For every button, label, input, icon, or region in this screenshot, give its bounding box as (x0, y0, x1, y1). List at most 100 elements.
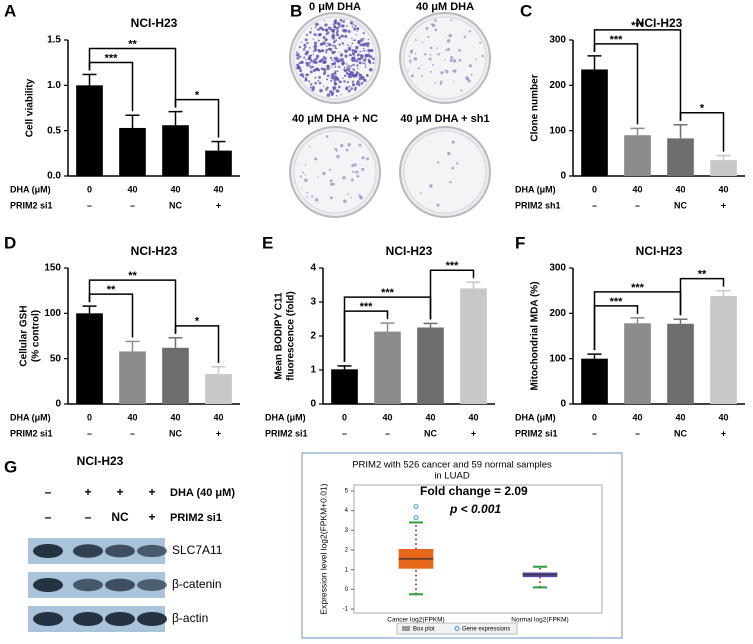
colony (430, 23, 434, 26)
legend-label: Gene expressions (462, 627, 510, 633)
plate-inner (403, 130, 487, 214)
colony (429, 53, 432, 56)
row-label: DHA (μM) (515, 412, 556, 422)
colony (311, 65, 315, 69)
colony (436, 47, 438, 49)
colony (326, 86, 329, 89)
colony (468, 64, 472, 68)
colony (325, 88, 328, 91)
colony (332, 61, 337, 65)
colony (297, 66, 301, 69)
colony (355, 34, 358, 36)
colony (337, 85, 341, 89)
colony (321, 28, 325, 31)
colony (328, 47, 333, 52)
colony (309, 58, 312, 61)
colony (458, 59, 462, 62)
colony (451, 166, 455, 170)
colony (424, 53, 427, 56)
colony (320, 67, 324, 71)
colony (356, 80, 360, 84)
colony (325, 33, 328, 36)
chart-title: PRIM2 with 526 cancer and 59 normal samp… (352, 460, 552, 471)
colony (366, 45, 370, 48)
y-tick-label: 2 (345, 548, 349, 554)
y-axis-label: Cellular GSH (19, 305, 30, 366)
colony (345, 86, 348, 89)
colony (336, 30, 339, 33)
colony (315, 54, 320, 59)
colony (340, 57, 344, 62)
colony (302, 171, 304, 174)
panel-label: A (4, 1, 16, 20)
colony (331, 50, 335, 54)
band (73, 578, 103, 592)
colony (409, 61, 412, 64)
colony (322, 41, 326, 45)
significance-label: *** (610, 296, 624, 308)
colony (372, 62, 375, 65)
colony (319, 88, 323, 93)
colony (434, 28, 438, 32)
band-label: β-catenin (172, 577, 222, 591)
significance-bracket: * (174, 90, 220, 138)
plate-caption: 40 μM DHA + NC (292, 113, 378, 125)
legend-frame (396, 622, 518, 635)
row-label: DHA (μM) (515, 184, 556, 194)
colony (448, 181, 451, 184)
colony (348, 48, 351, 51)
x-tick-label: 40 (127, 184, 137, 194)
colony (317, 176, 319, 178)
bar (710, 296, 737, 404)
bar (119, 351, 146, 404)
colony (304, 52, 308, 56)
band (105, 544, 135, 558)
colony (325, 51, 328, 54)
colony (310, 83, 313, 86)
chart-title: in LUAD (434, 471, 470, 482)
colony (335, 89, 339, 93)
colony (346, 25, 348, 27)
y-tick-label: 100 (549, 353, 566, 364)
colony (314, 157, 318, 161)
colony (451, 140, 455, 144)
colony (304, 46, 307, 49)
colony (351, 52, 356, 56)
colony (335, 76, 338, 79)
colony (323, 85, 325, 88)
colony (315, 41, 318, 44)
x-tick-label: 40 (718, 412, 728, 422)
flier (413, 514, 419, 520)
colony (409, 59, 412, 62)
x-tick-label: 40 (213, 184, 223, 194)
colony (330, 79, 333, 82)
colony (318, 76, 322, 79)
y-tick-label: 4 (345, 508, 349, 514)
colony (341, 41, 343, 43)
colony (303, 56, 306, 59)
y-axis-label: Mitochondrial MDA (%) (530, 281, 541, 390)
significance-bracket: * (174, 316, 220, 363)
blot-title: NCI-H23 (77, 454, 124, 468)
colony (344, 34, 348, 38)
x-tick-label: 40 (718, 184, 728, 194)
colony (299, 69, 303, 73)
colony (328, 43, 332, 47)
colony (436, 161, 440, 164)
colony (354, 55, 356, 57)
colony (434, 82, 437, 84)
y-axis-label: Expression level log2(FPKM+0.01) (318, 483, 328, 614)
colony (356, 53, 360, 57)
colony (339, 57, 341, 59)
colony (304, 38, 308, 42)
colony (313, 45, 317, 49)
colony (358, 73, 363, 78)
colony (304, 174, 306, 176)
colony (361, 76, 365, 80)
y-axis-label: (% control) (31, 310, 42, 362)
colony (316, 29, 319, 31)
colony (347, 30, 351, 33)
x-tick-label: 40 (632, 184, 642, 194)
y-tick-label: 1.5 (47, 35, 61, 46)
significance-bracket: ** (88, 270, 177, 334)
